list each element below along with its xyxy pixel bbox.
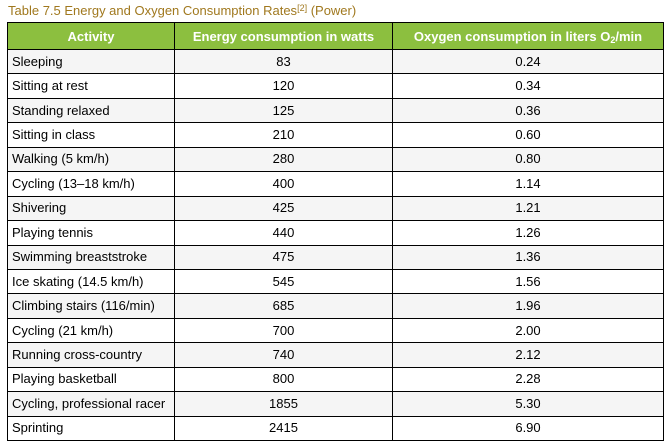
- table-row: Cycling (21 km/h) 700 2.00: [7, 317, 664, 344]
- cell-activity: Walking (5 km/h): [7, 146, 175, 173]
- table-row: Shivering 425 1.21: [7, 195, 664, 222]
- cell-energy: 400: [174, 171, 393, 197]
- cell-oxygen: 6.90: [392, 415, 664, 442]
- cell-energy: 440: [174, 220, 393, 246]
- table-row: Cycling, professional racer 1855 5.30: [7, 391, 664, 417]
- table-row: Sitting in class 210 0.60: [7, 122, 664, 148]
- cell-activity: Ice skating (14.5 km/h): [7, 268, 175, 295]
- cell-oxygen: 2.00: [392, 317, 664, 344]
- energy-oxygen-table: Activity Energy consumption in watts Oxy…: [7, 22, 664, 442]
- cell-energy: 120: [174, 73, 393, 99]
- cell-activity: Cycling, professional racer: [7, 391, 175, 417]
- cell-energy: 425: [174, 195, 393, 222]
- cell-energy: 740: [174, 342, 393, 368]
- table-body: Sleeping 83 0.24 Sitting at rest 120 0.34 Stan…: [7, 48, 664, 442]
- cell-energy: 545: [174, 268, 393, 295]
- table-row: Walking (5 km/h) 280 0.80: [7, 146, 664, 173]
- table-row: Ice skating (14.5 km/h) 545 1.56: [7, 268, 664, 295]
- cell-energy: 210: [174, 122, 393, 148]
- table-row: Running cross-country 740 2.12: [7, 342, 664, 368]
- table-row: Playing tennis 440 1.26: [7, 220, 664, 246]
- header-oxygen-prefix: Oxygen consumption in liters O: [413, 28, 611, 44]
- cell-oxygen: 2.12: [392, 342, 664, 368]
- cell-activity: Standing relaxed: [7, 97, 175, 124]
- table-row: Sitting at rest 120 0.34: [7, 73, 664, 99]
- cell-energy: 475: [174, 244, 393, 270]
- header-activity: Activity: [7, 22, 175, 50]
- table-row: Standing relaxed 125 0.36: [7, 97, 664, 124]
- cell-activity: Running cross-country: [7, 342, 175, 368]
- cell-oxygen: 1.21: [392, 195, 664, 222]
- table-caption: Table 7.5 Energy and Oxygen Consumption …: [8, 3, 356, 19]
- cell-activity: Playing tennis: [7, 220, 175, 246]
- cell-oxygen: 0.80: [392, 146, 664, 173]
- table-row: Swimming breaststroke 475 1.36: [7, 244, 664, 270]
- cell-energy: 685: [174, 293, 393, 319]
- caption-title: Table 7.5 Energy and Oxygen Consumption …: [8, 3, 298, 18]
- cell-energy: 125: [174, 97, 393, 124]
- cell-activity: Swimming breaststroke: [7, 244, 175, 270]
- cell-activity: Sleeping: [7, 48, 175, 75]
- header-oxygen-suffix: /min: [615, 28, 643, 44]
- cell-energy: 2415: [174, 415, 393, 442]
- cell-activity: Climbing stairs (116/min): [7, 293, 175, 319]
- cell-oxygen: 5.30: [392, 391, 664, 417]
- cell-oxygen: 2.28: [392, 366, 664, 393]
- table-row: Climbing stairs (116/min) 685 1.96: [7, 293, 664, 319]
- table-row: Sleeping 83 0.24: [7, 48, 664, 75]
- cell-oxygen: 0.60: [392, 122, 664, 148]
- caption-suffix: (Power): [307, 3, 357, 18]
- header-energy: Energy consumption in watts: [174, 22, 393, 50]
- cell-activity: Sitting at rest: [7, 73, 175, 99]
- cell-oxygen: 1.26: [392, 220, 664, 246]
- cell-energy: 83: [174, 48, 393, 75]
- cell-oxygen: 0.36: [392, 97, 664, 124]
- table-row: Cycling (13–18 km/h) 400 1.14: [7, 171, 664, 197]
- cell-activity: Sprinting: [7, 415, 175, 442]
- cell-oxygen: 0.34: [392, 73, 664, 99]
- cell-energy: 700: [174, 317, 393, 344]
- table-row: Playing basketball 800 2.28: [7, 366, 664, 393]
- cell-activity: Shivering: [7, 195, 175, 222]
- caption-reference[interactable]: [2]: [297, 3, 308, 13]
- table-header-row: Activity Energy consumption in watts Oxy…: [7, 22, 664, 50]
- cell-activity: Cycling (21 km/h): [7, 317, 175, 344]
- cell-oxygen: 0.24: [392, 48, 664, 75]
- table-row: Sprinting 2415 6.90: [7, 415, 664, 442]
- cell-oxygen: 1.56: [392, 268, 664, 295]
- cell-activity: Cycling (13–18 km/h): [7, 171, 175, 197]
- cell-oxygen: 1.96: [392, 293, 664, 319]
- header-oxygen-subscript: 2: [610, 34, 616, 45]
- cell-energy: 800: [174, 366, 393, 393]
- header-oxygen: Oxygen consumption in liters O2/min: [392, 22, 664, 50]
- cell-energy: 280: [174, 146, 393, 173]
- cell-oxygen: 1.14: [392, 171, 664, 197]
- cell-activity: Sitting in class: [7, 122, 175, 148]
- cell-energy: 1855: [174, 391, 393, 417]
- cell-oxygen: 1.36: [392, 244, 664, 270]
- cell-activity: Playing basketball: [7, 366, 175, 393]
